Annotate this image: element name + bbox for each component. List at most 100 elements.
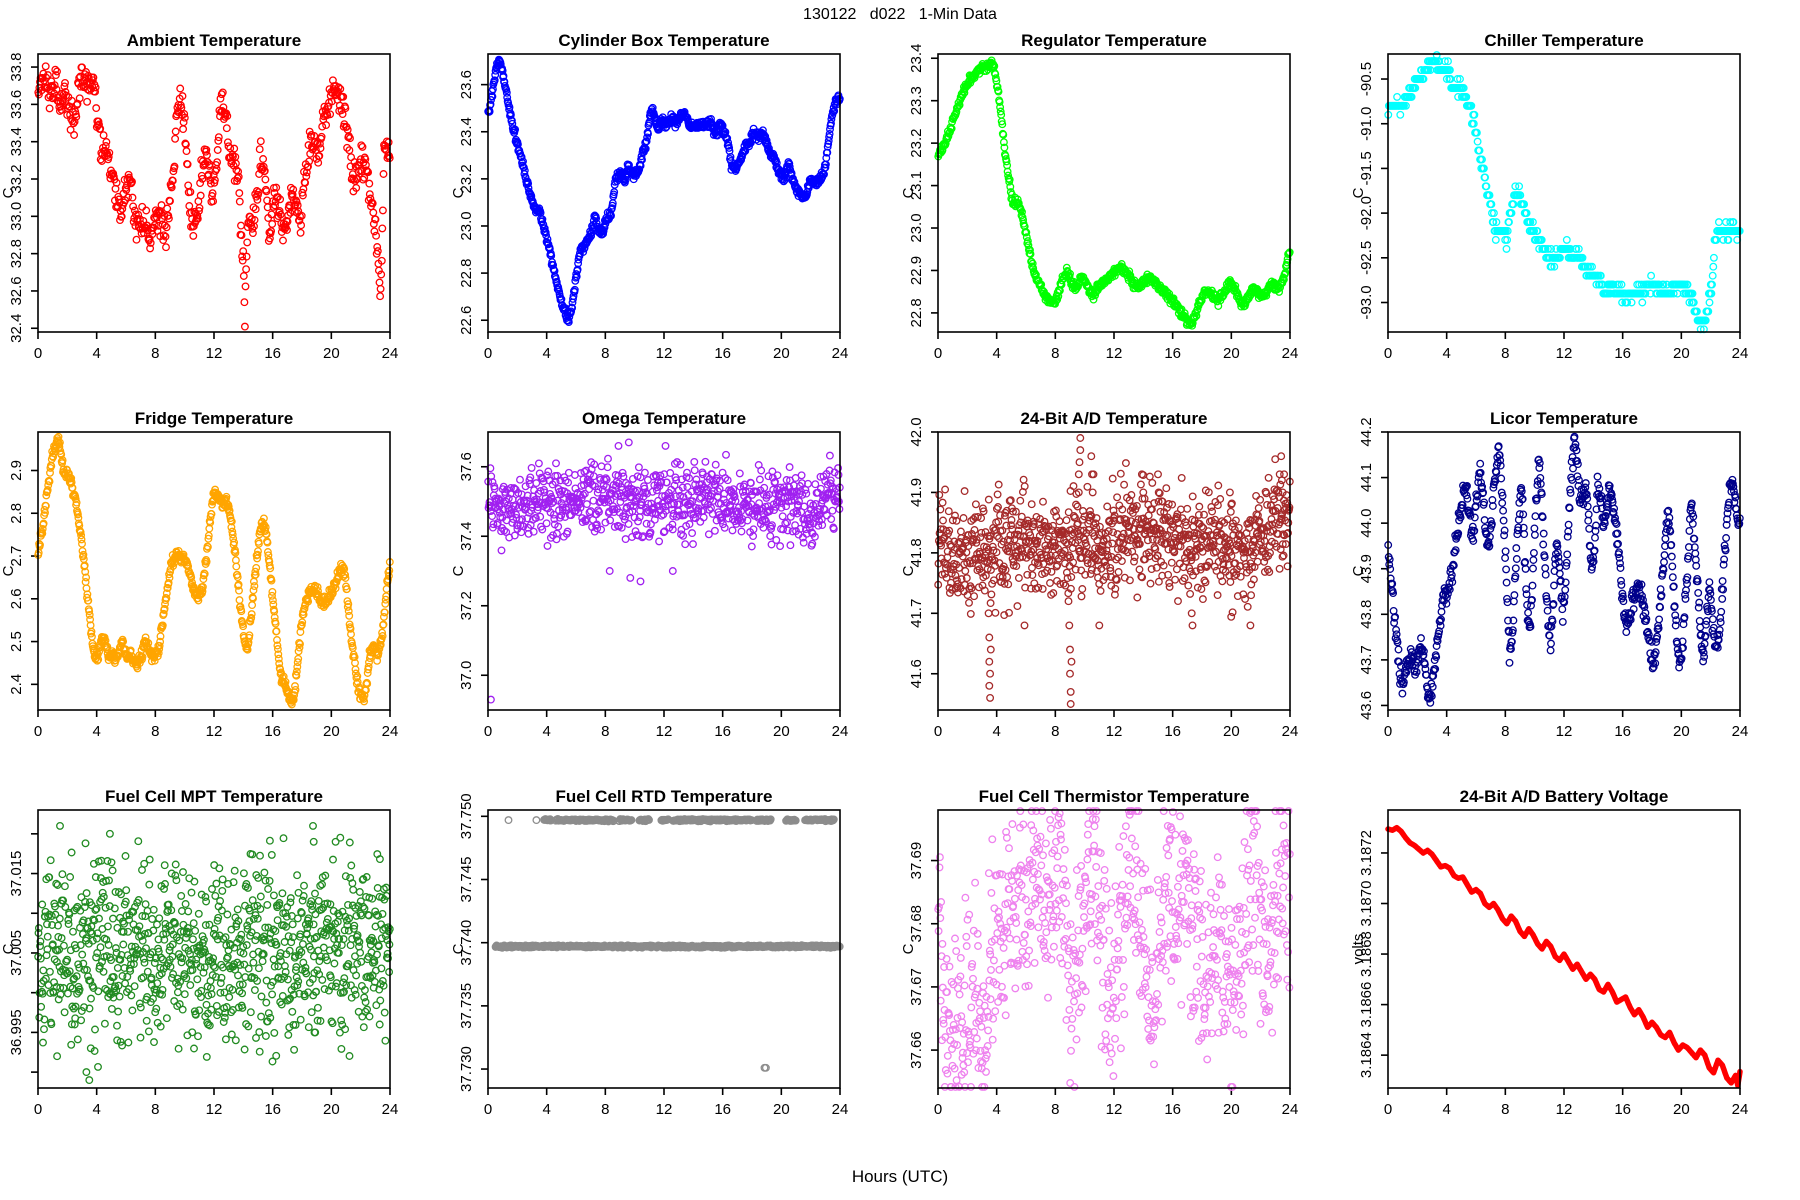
plot-box	[937, 431, 1291, 711]
x-tick-label: 24	[832, 1101, 849, 1118]
axes: 0 4 8 12 16 20 24 22.8 22.9 23.0 23.1 23.2 23.3 23.4	[908, 44, 1298, 362]
y-axis-title: C	[0, 187, 17, 198]
y-tick-label: -92.5	[1358, 241, 1375, 275]
x-tick-label: 20	[1673, 345, 1690, 362]
plot-canvas: 24-Bit A/D Temperature C 0 4 8 12 16 20 24 41.6 41…	[900, 409, 1298, 740]
x-tick-label: 0	[934, 345, 942, 362]
y-axis-title: C	[450, 565, 467, 576]
plot-box	[937, 53, 1291, 333]
plot-box	[487, 53, 841, 333]
y-axis-title: volts	[1350, 934, 1367, 965]
x-tick-label: 4	[992, 345, 1000, 362]
y-tick-label: 41.8	[908, 538, 925, 567]
plot-canvas: Cylinder Box Temperature C 0 4 8 12 16 20 24 22.6…	[450, 31, 848, 362]
x-tick-label: 8	[151, 1101, 159, 1118]
y-axis-title: C	[1350, 565, 1367, 576]
y-tick-label: 22.9	[908, 256, 925, 285]
x-tick-label: 20	[323, 345, 340, 362]
y-tick-label: 2.6	[8, 588, 25, 609]
x-tick-label: 16	[264, 723, 281, 740]
y-tick-label: 37.750	[458, 793, 475, 839]
plot-title: Cylinder Box Temperature	[558, 31, 769, 50]
y-tick-label: 33.8	[8, 52, 25, 81]
x-tick-label: 4	[1442, 1101, 1450, 1118]
x-tick-label: 4	[542, 345, 550, 362]
plot-canvas: Ambient Temperature C 0 4 8 12 16 20 24 32.4 32.6 3…	[0, 31, 398, 362]
plot-title: Fuel Cell MPT Temperature	[105, 787, 323, 806]
x-tick-label: 16	[714, 723, 731, 740]
x-tick-label: 4	[92, 1101, 100, 1118]
x-tick-label: 4	[542, 723, 550, 740]
y-tick-label: -91.5	[1358, 151, 1375, 185]
plot-canvas: Licor Temperature C 0 4 8 12 16 20 24 43.6 43.7 43.…	[1350, 409, 1748, 740]
y-tick-label: 22.8	[458, 259, 475, 288]
plot-canvas: Chiller Temperature C 0 4 8 12 16 20 24 -90.5 -91.…	[1350, 31, 1748, 362]
subplot-regulator-temperature: Regulator Temperature C 0 4 8 12 16 20 24 22.8 22.…	[900, 30, 1350, 408]
plot-box	[937, 809, 1291, 1089]
y-tick-label: 3.1870	[1358, 881, 1375, 927]
y-tick-label: 32.4	[8, 314, 25, 343]
data-points	[34, 62, 394, 331]
y-tick-label: -92.0	[1358, 196, 1375, 230]
y-tick-label: 37.67	[908, 968, 925, 1006]
x-tick-label: 8	[601, 1101, 609, 1118]
axes: 0 4 8 12 16 20 24 41.6 41.7 41.8 41.9 42.0	[908, 417, 1298, 740]
x-tick-label: 0	[34, 345, 42, 362]
x-tick-label: 12	[206, 345, 223, 362]
x-tick-label: 16	[1164, 345, 1181, 362]
x-tick-label: 0	[934, 1101, 942, 1118]
data-points	[484, 55, 844, 327]
x-tick-label: 8	[1051, 723, 1059, 740]
x-tick-label: 16	[264, 1101, 281, 1118]
y-tick-label: 33.2	[8, 164, 25, 193]
line-series	[1385, 824, 1743, 1089]
subplot-fuel-cell-rtd-temperature: Fuel Cell RTD Temperature C 0 4 8 12 16 20 24 37.…	[450, 786, 900, 1164]
x-tick-label: 24	[1732, 1101, 1749, 1118]
plot-box	[1387, 431, 1741, 711]
x-tick-label: 4	[542, 1101, 550, 1118]
x-tick-label: 12	[656, 723, 673, 740]
data-points	[34, 432, 394, 709]
plot-box	[1387, 809, 1741, 1089]
data-points	[1384, 51, 1744, 334]
y-tick-label: 43.7	[1358, 645, 1375, 674]
x-tick-label: 4	[992, 723, 1000, 740]
y-axis-title: C	[0, 565, 17, 576]
y-tick-label: 23.0	[458, 211, 475, 240]
data-points	[491, 815, 844, 1072]
y-tick-label: 2.5	[8, 631, 25, 652]
x-tick-label: 4	[1442, 723, 1450, 740]
x-tick-label: 4	[92, 723, 100, 740]
y-axis-title: C	[450, 943, 467, 954]
x-tick-label: 24	[382, 1101, 399, 1118]
plot-canvas: Fridge Temperature C 0 4 8 12 16 20 24 2.4 2.5 2.6 2…	[0, 409, 399, 740]
x-tick-label: 12	[656, 345, 673, 362]
plot-title: Chiller Temperature	[1484, 31, 1643, 50]
x-tick-label: 24	[382, 723, 399, 740]
x-axis-label: Hours (UTC)	[851, 1167, 949, 1186]
x-tick-label: 0	[1384, 1101, 1392, 1118]
y-tick-label: 32.6	[8, 276, 25, 305]
x-tick-label: 20	[1673, 1101, 1690, 1118]
y-tick-label: 33.6	[8, 90, 25, 119]
x-tick-label: 20	[1223, 1101, 1240, 1118]
y-axis-title: C	[900, 565, 917, 576]
subplot-licor-temperature: Licor Temperature C 0 4 8 12 16 20 24 43.6 43.7 43.…	[1350, 408, 1800, 786]
x-tick-label: 20	[773, 1101, 790, 1118]
y-axis-title: C	[900, 187, 917, 198]
axes: 0 4 8 12 16 20 24 36.995 37.005 37.015	[8, 833, 399, 1118]
y-tick-label: 37.730	[458, 1046, 475, 1092]
subplot-cylinder-box-temperature: Cylinder Box Temperature C 0 4 8 12 16 20 24 22.6…	[450, 30, 900, 408]
y-tick-label: 43.9	[1358, 554, 1375, 583]
plot-canvas: Regulator Temperature C 0 4 8 12 16 20 24 22.8 22.…	[900, 31, 1298, 362]
plot-box	[37, 53, 391, 333]
plot-title: Ambient Temperature	[127, 31, 301, 50]
y-tick-label: 23.3	[908, 86, 925, 115]
x-tick-label: 20	[1223, 345, 1240, 362]
y-tick-label: 41.9	[908, 478, 925, 507]
y-tick-label: 23.1	[908, 171, 925, 200]
y-tick-label: 33.0	[8, 202, 25, 231]
x-tick-label: 8	[1051, 1101, 1059, 1118]
y-tick-label: 22.8	[908, 298, 925, 327]
